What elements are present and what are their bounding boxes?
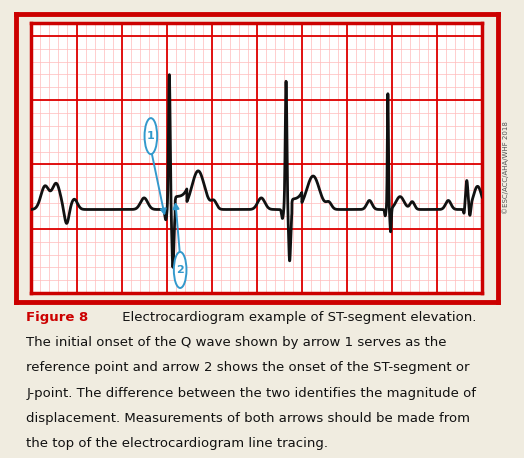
- Text: reference point and arrow 2 shows the onset of the ST-segment or: reference point and arrow 2 shows the on…: [26, 361, 470, 374]
- Text: ©ESC/ACC/AHA/WHF 2018: ©ESC/ACC/AHA/WHF 2018: [503, 121, 509, 213]
- Circle shape: [174, 252, 187, 288]
- Text: J-point. The difference between the two identifies the magnitude of: J-point. The difference between the two …: [26, 387, 476, 399]
- Circle shape: [145, 118, 157, 154]
- Text: the top of the electrocardiogram line tracing.: the top of the electrocardiogram line tr…: [26, 437, 328, 450]
- Text: Electrocardiogram example of ST-segment elevation.: Electrocardiogram example of ST-segment …: [118, 311, 476, 323]
- Text: displacement. Measurements of both arrows should be made from: displacement. Measurements of both arrow…: [26, 412, 470, 425]
- Text: 2: 2: [176, 265, 184, 275]
- Text: Figure 8: Figure 8: [26, 311, 89, 323]
- Text: 1: 1: [147, 131, 155, 141]
- Text: The initial onset of the Q wave shown by arrow 1 serves as the: The initial onset of the Q wave shown by…: [26, 336, 446, 349]
